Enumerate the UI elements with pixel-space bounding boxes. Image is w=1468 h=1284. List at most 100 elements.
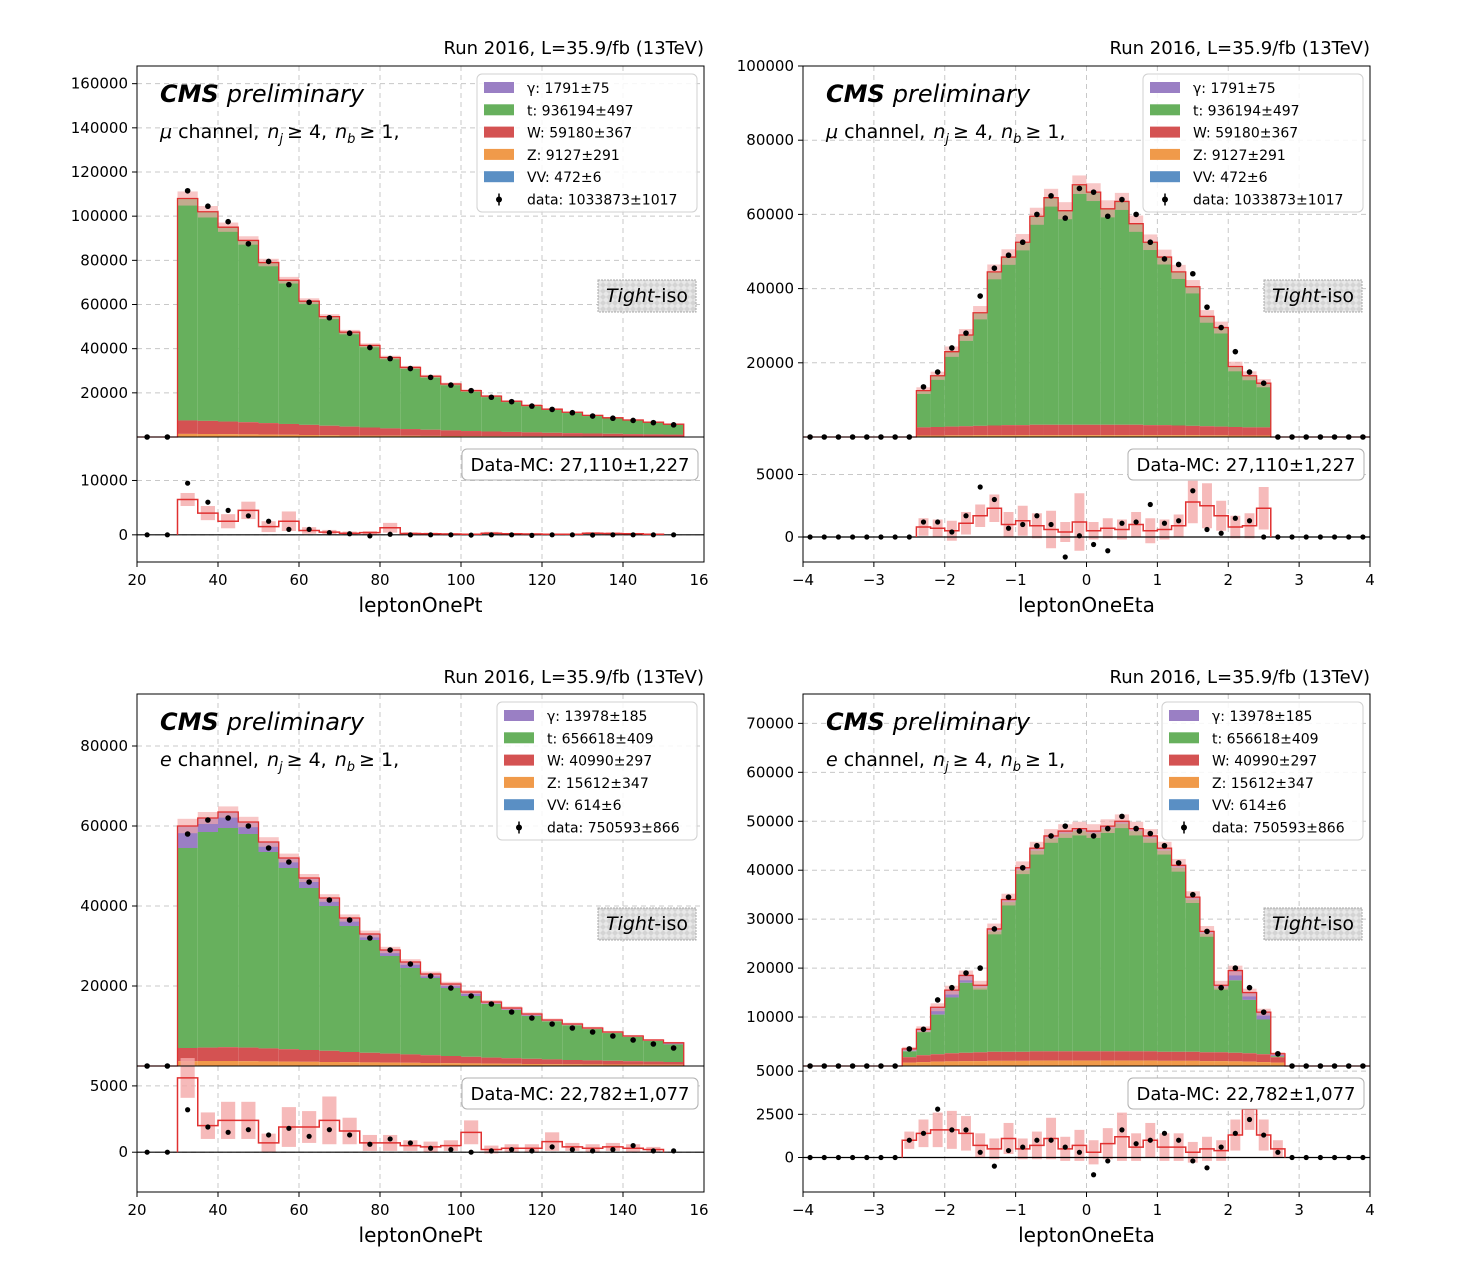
bar-W xyxy=(987,425,1002,436)
x-tick-label: 80 xyxy=(370,1201,389,1219)
nj-sub: j xyxy=(943,132,949,147)
data-point xyxy=(326,314,333,321)
bar-W xyxy=(1228,1052,1243,1062)
bar-top xyxy=(278,280,299,424)
data-point xyxy=(977,965,983,971)
bar-top xyxy=(461,996,482,1057)
ratio-data-point xyxy=(144,1149,150,1155)
bar-top xyxy=(1029,216,1044,425)
data-point xyxy=(1048,193,1054,199)
data-point xyxy=(367,344,373,351)
legend-label-top: t: 656618±409 xyxy=(1212,731,1319,747)
ratio-data-point xyxy=(1317,534,1323,540)
ratio-data-point xyxy=(1190,488,1196,494)
ratio-data-point xyxy=(1105,1158,1111,1164)
bar-Z xyxy=(930,1061,945,1066)
data-point xyxy=(610,1033,616,1039)
bar-top xyxy=(1242,375,1257,428)
data-mc-box: Data-MC: 22,782±1,077 xyxy=(1127,1077,1365,1110)
ratio-data-point xyxy=(821,534,827,540)
channel-label: e channel, nj ≥ 4, nb ≥ 1, xyxy=(826,749,1065,775)
panel-2: 20000 40000 60000 80000 100000 0 5000 −4 −3 −2 −1 0… xyxy=(737,38,1375,617)
bar-top xyxy=(319,316,340,426)
bar-top xyxy=(319,906,340,1051)
bar-Z xyxy=(1185,435,1200,437)
data-mc-frame xyxy=(461,1077,699,1110)
ratio-data-point xyxy=(367,533,373,539)
tight-iso-badge: Tight-iso xyxy=(1263,279,1363,313)
data-point xyxy=(630,1037,636,1043)
bar-W xyxy=(1242,427,1257,436)
bar-W xyxy=(1129,424,1144,436)
bar-Z xyxy=(1086,1060,1101,1066)
bar-W xyxy=(1143,425,1158,436)
legend-label-data: data: 1033873±1017 xyxy=(527,193,677,209)
ratio-data-point xyxy=(468,532,474,538)
bar-top xyxy=(623,419,644,435)
bar-top xyxy=(177,198,198,421)
bar-Z xyxy=(440,1063,461,1066)
bar-W xyxy=(501,431,522,437)
bar-Z xyxy=(1214,1061,1229,1066)
tight-iso-label: Tight-iso xyxy=(1272,913,1354,935)
bar-Z xyxy=(278,1061,299,1066)
bar-W xyxy=(1256,427,1271,436)
legend-label-Z: Z: 15612±347 xyxy=(1212,776,1314,792)
bar-Z xyxy=(1256,1062,1271,1066)
bar-Z xyxy=(359,435,380,437)
ratio-data-point xyxy=(1360,534,1366,540)
bar-top xyxy=(930,1014,945,1055)
bar-W xyxy=(1029,424,1044,436)
data-point xyxy=(650,419,657,426)
bar-Z xyxy=(663,1064,684,1066)
data-mc-label: Data-MC: 22,782±1,077 xyxy=(471,1084,690,1105)
ratio-data-point xyxy=(835,1154,842,1161)
data-point xyxy=(184,187,191,194)
ratio-data-point xyxy=(387,531,393,537)
legend-label-W: W: 59180±367 xyxy=(527,126,632,142)
bar-top xyxy=(973,312,988,426)
bar-top xyxy=(1199,316,1215,427)
ratio-data-point xyxy=(1105,548,1111,554)
data-point xyxy=(1076,185,1083,192)
bar-Z xyxy=(258,434,279,437)
data-mc-frame xyxy=(1127,448,1365,481)
ratio-data-point xyxy=(1161,520,1168,526)
bar-W xyxy=(1129,1051,1144,1061)
data-point xyxy=(407,961,414,967)
x-tick-label: −2 xyxy=(934,571,956,589)
bar-top xyxy=(258,262,279,424)
data-point xyxy=(448,382,454,388)
bar-Z xyxy=(1072,1060,1087,1066)
run-label: Run 2016, L=35.9/fb (13TeV) xyxy=(444,38,705,59)
legend-label-W: W: 40990±297 xyxy=(547,754,652,770)
bar-top xyxy=(663,424,684,435)
bar-W xyxy=(440,430,461,437)
legend-data-marker xyxy=(496,196,502,203)
bar-top xyxy=(521,1016,542,1059)
bar-top xyxy=(663,1044,684,1062)
nb-sub: b xyxy=(1013,760,1021,775)
data-point xyxy=(225,815,231,821)
legend-swatch-W xyxy=(484,126,514,138)
bar-top xyxy=(521,405,542,433)
ratio-data-point xyxy=(367,1141,373,1147)
bar-W xyxy=(562,1060,583,1065)
bar-Z xyxy=(1171,1060,1186,1066)
nj-cond: ≥ 4, xyxy=(953,121,993,143)
data-point xyxy=(549,406,555,413)
bar-W xyxy=(987,1051,1002,1061)
ratio-y-tick-label: 5000 xyxy=(756,466,794,484)
bar-W xyxy=(481,1057,502,1064)
bar-Z xyxy=(944,1061,959,1066)
nj-cond: ≥ 4, xyxy=(287,121,327,143)
bar-Z xyxy=(1015,435,1030,437)
ratio-data-point xyxy=(326,1127,332,1133)
bar-Z xyxy=(299,435,320,437)
bar-W xyxy=(562,433,583,437)
mc-total-step xyxy=(137,811,685,1067)
ratio-data-point xyxy=(1090,541,1097,548)
ratio-data-point xyxy=(630,1142,636,1149)
ratio-y-tick-label: 2500 xyxy=(756,1105,794,1123)
bar-Z xyxy=(339,435,360,437)
